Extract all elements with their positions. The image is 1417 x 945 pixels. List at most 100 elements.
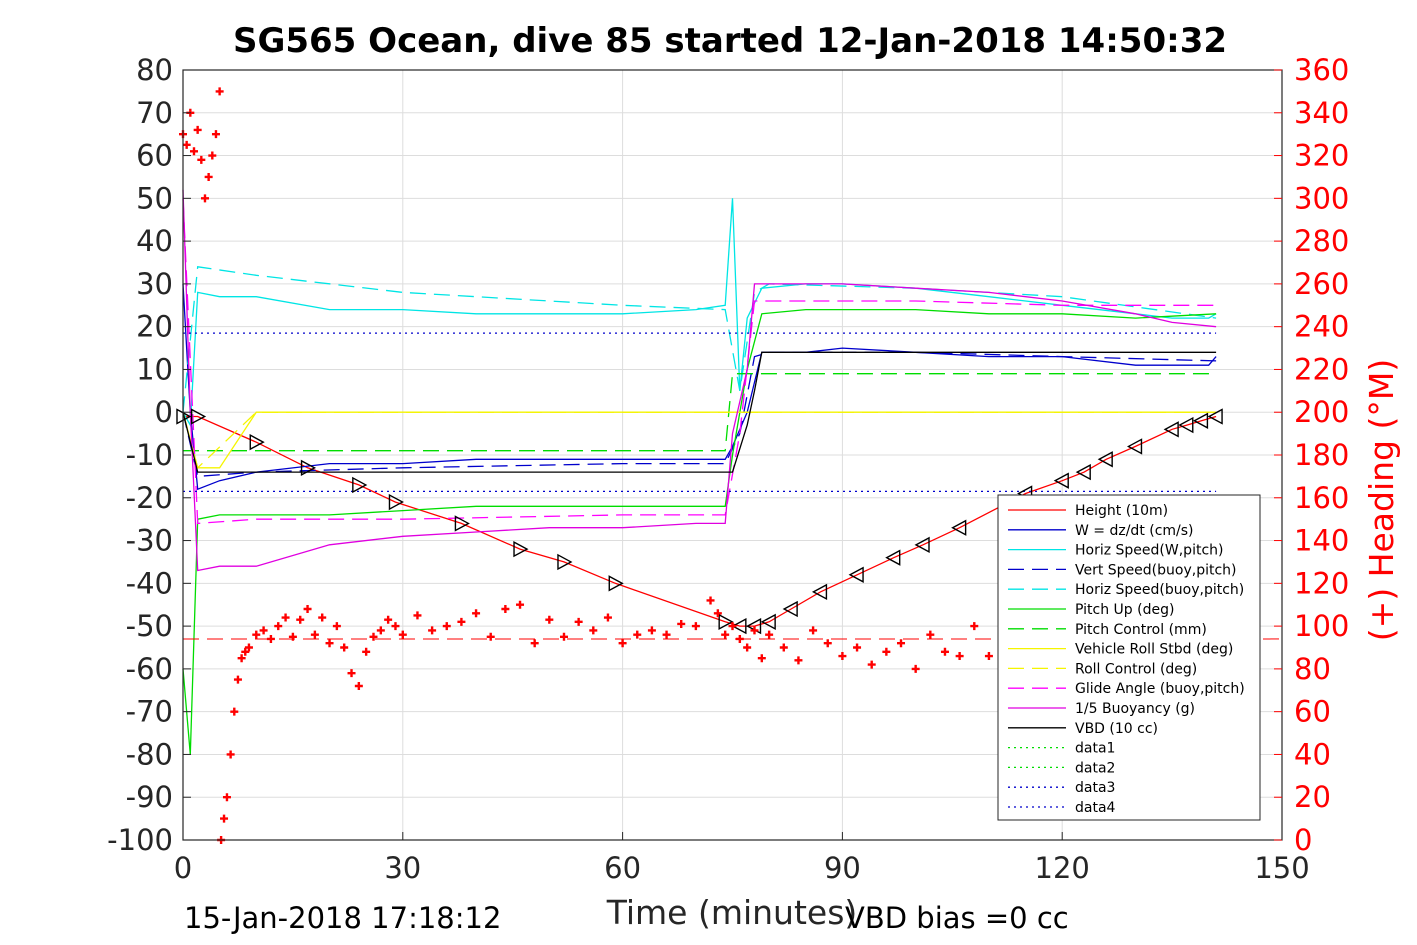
y-tick-label: 0 — [155, 395, 173, 429]
heading-point — [662, 630, 671, 639]
heading-point — [691, 622, 700, 631]
y-right-tick-label: 260 — [1294, 267, 1349, 301]
heading-point — [633, 630, 642, 639]
heading-point — [545, 615, 554, 624]
heading-point — [303, 605, 312, 613]
heading-point — [867, 660, 876, 669]
heading-point — [530, 639, 539, 648]
heading-point — [838, 652, 847, 661]
heading-point — [376, 626, 385, 635]
height-marker — [1097, 451, 1113, 468]
height-marker — [731, 617, 747, 635]
height-marker — [782, 600, 798, 618]
y-tick-label: 10 — [136, 352, 173, 386]
y-right-tick-label: 320 — [1294, 139, 1349, 173]
heading-point — [501, 605, 510, 613]
heading-point — [220, 814, 229, 823]
heading-point — [970, 622, 979, 631]
legend-label: Glide Angle (buoy,pitch) — [1075, 681, 1245, 697]
heading-point — [757, 654, 766, 663]
heading-point — [713, 609, 722, 618]
y-tick-label: 60 — [136, 139, 173, 173]
heading-point — [259, 626, 268, 635]
y-tick-label: 80 — [136, 53, 173, 87]
heading-point — [472, 609, 481, 618]
y-right-tick-label: 200 — [1294, 395, 1349, 429]
height-marker — [300, 459, 317, 477]
heading-point — [428, 626, 437, 635]
heading-point — [823, 639, 832, 648]
x-ticks: 0 30 60 90 120 150 — [174, 832, 1310, 885]
heading-point — [274, 622, 283, 631]
heading-point — [516, 600, 525, 609]
y-tick-label: 20 — [136, 310, 173, 344]
heading-point — [222, 793, 231, 802]
y-right-tick-label: 120 — [1294, 566, 1349, 600]
series-line-11 — [182, 351, 1217, 473]
heading-point — [193, 125, 202, 134]
heading-point — [204, 172, 213, 181]
height-marker — [848, 566, 864, 583]
y-right-tick-label: 20 — [1294, 780, 1331, 814]
series-line-9 — [182, 198, 1217, 525]
legend: Height (10m) W = dz/dt (cm/s) Horiz Speed(… — [997, 494, 1261, 821]
heading-point — [211, 130, 220, 139]
series-line-3 — [182, 351, 1217, 478]
heading-point — [237, 654, 246, 663]
legend-label: 1/5 Buoyancy (g) — [1075, 701, 1195, 717]
y-tick-label: -20 — [126, 481, 173, 515]
height-marker — [388, 493, 404, 511]
x-tick-label: 0 — [174, 851, 192, 885]
heading-point — [325, 639, 334, 648]
legend-label: Roll Control (deg) — [1075, 661, 1197, 677]
y-axis-label-right: (+) Heading (°M) — [1362, 359, 1401, 641]
y-tick-label: -60 — [126, 652, 173, 686]
legend-label: Horiz Speed(buoy,pitch) — [1075, 582, 1244, 598]
height-marker — [352, 476, 368, 494]
series-line-1 — [182, 283, 1217, 491]
y-right-tick-label: 100 — [1294, 609, 1349, 643]
heading-point — [735, 634, 744, 643]
heading-point — [208, 151, 217, 160]
y-right-tick-label: 340 — [1294, 96, 1349, 130]
y-ticks-right: 3603403203002802602402202001801601401201… — [1274, 53, 1349, 857]
heading-point — [794, 656, 803, 665]
legend-label: data2 — [1075, 760, 1115, 776]
legend-label: Pitch Up (deg) — [1075, 602, 1174, 618]
heading-point — [369, 632, 378, 641]
heading-point — [200, 194, 209, 203]
series-line-6 — [183, 373, 1217, 452]
heading-point — [347, 669, 356, 678]
heading-point — [984, 652, 993, 661]
heading-point — [750, 626, 759, 635]
heading-point — [559, 632, 568, 641]
legend-label: Vehicle Roll Stbd (deg) — [1075, 642, 1233, 658]
x-tick-label: 60 — [604, 851, 641, 885]
series-line-5 — [182, 308, 1217, 755]
heading-point — [288, 632, 297, 641]
heading-point — [384, 615, 393, 624]
heading-point — [332, 622, 341, 631]
heading-point — [706, 596, 715, 605]
y-right-tick-label: 280 — [1294, 224, 1349, 258]
height-marker — [454, 515, 470, 532]
height-marker — [608, 575, 624, 592]
heading-point — [779, 643, 788, 652]
heading-point — [603, 613, 612, 622]
legend-label: W = dz/dt (cm/s) — [1075, 523, 1194, 539]
x-tick-label: 90 — [824, 851, 861, 885]
height-marker — [557, 553, 573, 571]
series-group — [176, 189, 1223, 755]
heading-point — [442, 622, 451, 631]
heading-point — [310, 630, 319, 639]
heading-point — [398, 630, 407, 639]
heading-point — [241, 647, 250, 656]
series-line-0 — [183, 415, 1217, 627]
height-marker — [249, 433, 265, 451]
heading-point — [281, 613, 290, 622]
y-right-tick-label: 240 — [1294, 310, 1349, 344]
heading-point — [226, 750, 235, 759]
x-axis-label: Time (minutes) — [606, 893, 858, 932]
heading-point — [721, 630, 730, 639]
